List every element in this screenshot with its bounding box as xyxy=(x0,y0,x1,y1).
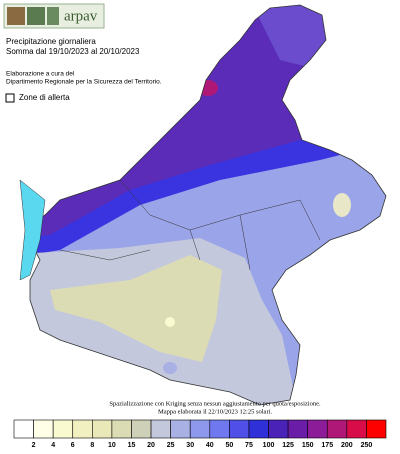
legend-swatch xyxy=(248,419,269,439)
legend-label: 40 xyxy=(206,442,214,449)
legend-swatch xyxy=(307,419,328,439)
legend-swatch xyxy=(13,419,34,439)
legend-label: 250 xyxy=(361,442,373,449)
legend-label: 50 xyxy=(225,442,233,449)
legend-swatch xyxy=(229,419,250,439)
legend-swatch xyxy=(209,419,230,439)
logo-icon xyxy=(47,7,59,25)
legend-swatch xyxy=(33,419,54,439)
legend-label: 75 xyxy=(245,442,253,449)
map-subtitle: Somma dal 19/10/2023 al 20/10/2023 xyxy=(6,47,140,56)
footer-note: Spazializzazione con Kriging senza nessu… xyxy=(109,400,321,407)
lake-garda xyxy=(19,179,46,281)
field-spot xyxy=(163,362,177,374)
field-spot xyxy=(333,193,351,217)
legend-swatch xyxy=(92,419,113,439)
logo-text: arpav xyxy=(64,8,98,24)
legend-swatch xyxy=(131,419,152,439)
legend-label: 100 xyxy=(263,442,275,449)
legend-label: 30 xyxy=(186,442,194,449)
legend-label: 4 xyxy=(51,442,55,449)
province-border xyxy=(59,179,321,271)
field-spot xyxy=(198,80,218,96)
legend-swatch xyxy=(52,419,74,439)
map-title: Precipitazione giornaliera xyxy=(6,37,96,46)
legend-label: 150 xyxy=(302,442,314,449)
legend-swatch xyxy=(150,419,171,439)
legend-label: 20 xyxy=(147,442,155,449)
field-spot xyxy=(165,317,175,327)
legend-swatch xyxy=(111,419,132,439)
legend-swatch xyxy=(189,419,211,439)
legend-label: 2 xyxy=(32,442,36,449)
layer-label[interactable]: Zone di allerta xyxy=(19,93,70,102)
legend-swatch xyxy=(287,419,308,439)
logo-icon xyxy=(7,7,25,25)
footer-note: Mappa elaborata il 22/10/2023 12:25 sola… xyxy=(158,408,272,415)
legend-label: 175 xyxy=(321,442,333,449)
layer-checkbox[interactable] xyxy=(5,93,15,103)
legend-label: 25 xyxy=(167,442,175,449)
logo-icon xyxy=(27,7,45,25)
legend-label: 8 xyxy=(90,442,94,449)
legend-swatch xyxy=(72,419,93,439)
legend-label: 15 xyxy=(128,442,136,449)
region-border xyxy=(27,4,387,406)
legend-swatch xyxy=(346,419,367,439)
legend-label: 200 xyxy=(341,442,353,449)
credit-line: Dipartimento Regionale per la Sicurezza … xyxy=(6,79,162,86)
legend-swatch xyxy=(366,419,387,439)
credit-line: Elaborazione a cura del xyxy=(6,71,75,78)
legend-swatch xyxy=(326,419,348,439)
field-band xyxy=(50,255,222,362)
legend-swatch xyxy=(170,419,191,439)
legend-label: 125 xyxy=(282,442,294,449)
legend-label: 10 xyxy=(108,442,116,449)
legend: 2 4 6 8 10 15 20 25 30 40 50 75 100 125 150 175 200 250 xyxy=(13,419,387,449)
legend-swatch xyxy=(268,419,289,439)
legend-label: 6 xyxy=(71,442,75,449)
